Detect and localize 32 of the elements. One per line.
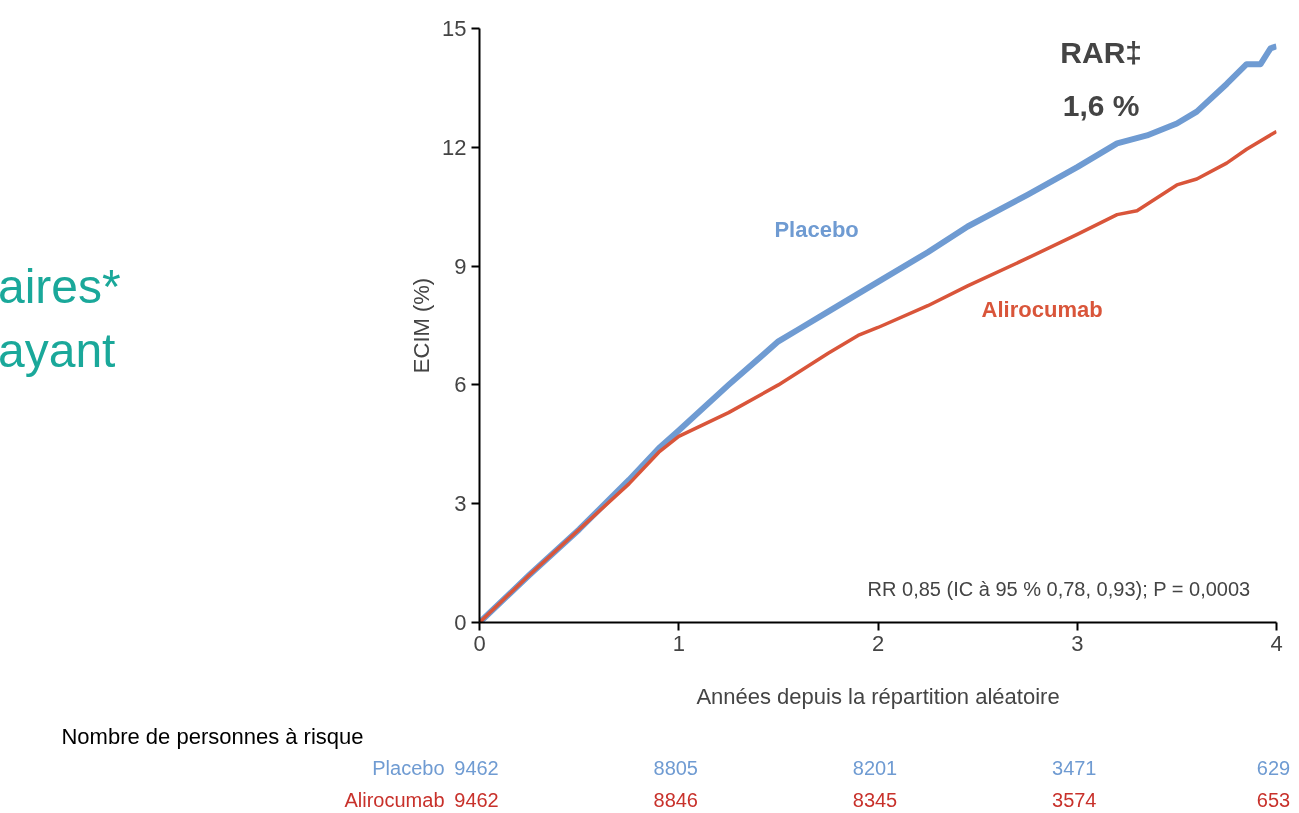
text: 8201 <box>852 757 898 780</box>
text: Nombre de personnes à risque <box>61 724 364 749</box>
y-tick-label: 0 <box>454 610 467 635</box>
annotation: RR 0,85 (IC à 95 % 0,78, 0,93); P = 0,0003 <box>867 577 1251 600</box>
text: 3574 <box>1052 788 1097 811</box>
text: aires* <box>0 260 121 313</box>
text: 8805 <box>653 757 698 780</box>
text: 8846 <box>653 788 698 811</box>
text: 3471 <box>1052 757 1097 780</box>
x-tick-label: 3 <box>1071 630 1084 656</box>
text: Placebo <box>372 757 445 780</box>
x-tick-label: 0 <box>473 630 486 656</box>
text: Alirocumab <box>344 788 445 811</box>
x-tick-label: 1 <box>672 630 685 656</box>
x-axis-title: Années depuis la répartition aléatoire <box>696 683 1060 709</box>
text: 9462 <box>454 788 499 811</box>
annotation: RAR‡ 1,6 % <box>1060 35 1143 123</box>
text: 8345 <box>852 788 898 811</box>
series-label: Alirocumab <box>981 296 1103 322</box>
text: 9462 <box>454 757 499 780</box>
text: 629 <box>1256 757 1291 780</box>
x-tick-label: 2 <box>871 630 885 656</box>
text: 653 <box>1256 788 1291 811</box>
series-label: Placebo <box>774 217 859 243</box>
x-tick-label: 4 <box>1270 630 1283 656</box>
y-tick-label: 6 <box>454 372 467 398</box>
y-tick-label: 15 <box>442 16 467 41</box>
y-tick-label: 12 <box>442 134 467 160</box>
y-tick-label: 3 <box>454 491 467 517</box>
y-tick-label: 9 <box>454 253 467 279</box>
text: ayant <box>0 324 116 377</box>
y-axis-title: ECIM (%) <box>409 277 435 374</box>
